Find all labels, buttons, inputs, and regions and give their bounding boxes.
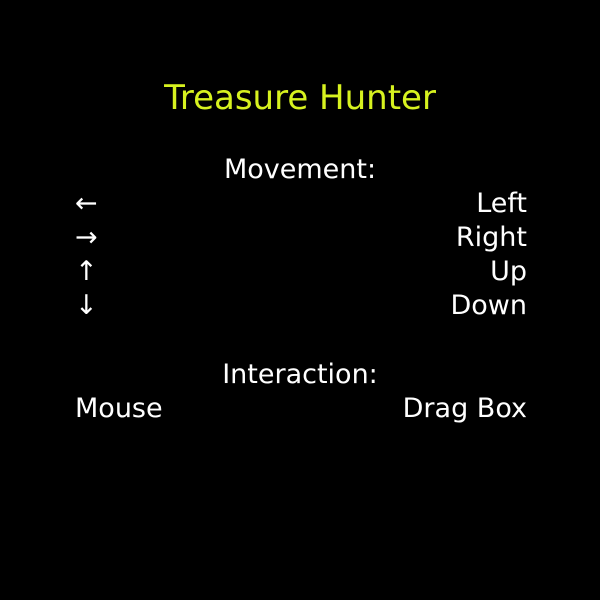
right-arrow-key: → xyxy=(75,222,98,253)
control-row-left: ← Left xyxy=(75,187,527,221)
interaction-heading: Interaction: xyxy=(222,359,378,390)
movement-heading: Movement: xyxy=(223,154,377,185)
up-arrow-key: ↑ xyxy=(75,256,98,287)
control-row-up: ↑ Up xyxy=(75,255,527,289)
left-action-label: Left xyxy=(476,188,527,219)
control-row-down: ↓ Down xyxy=(75,289,527,323)
left-arrow-key: ← xyxy=(75,188,98,219)
right-action-label: Right xyxy=(455,222,527,253)
down-arrow-key: ↓ xyxy=(75,290,98,321)
mouse-key: Mouse xyxy=(75,393,163,424)
up-action-label: Up xyxy=(490,256,527,287)
control-row-right: → Right xyxy=(75,221,527,255)
drag-box-action-label: Drag Box xyxy=(402,393,527,424)
game-title: Treasure Hunter xyxy=(164,78,436,118)
control-row-mouse: Mouse Drag Box xyxy=(75,392,527,426)
down-action-label: Down xyxy=(450,290,527,321)
